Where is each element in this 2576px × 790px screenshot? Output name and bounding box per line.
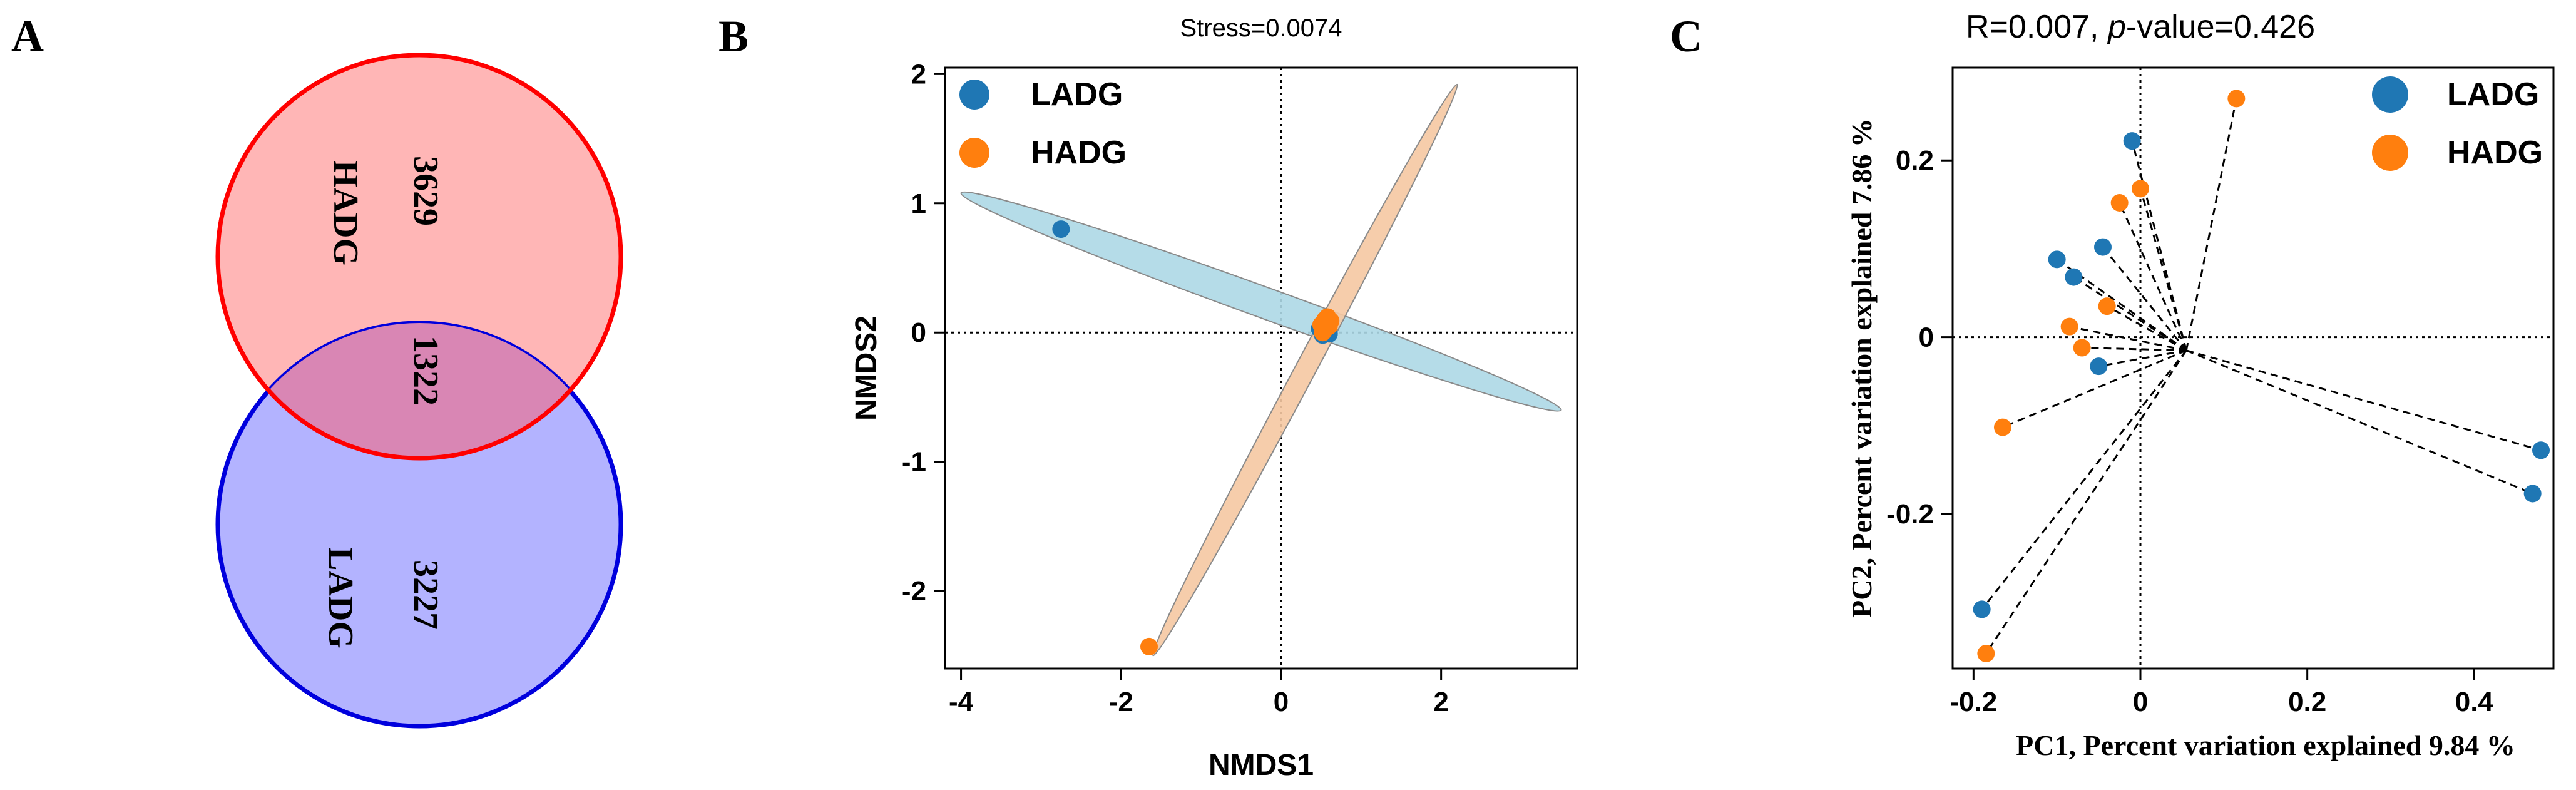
centroid-spoke xyxy=(2131,140,2187,351)
panel-letter-c: C xyxy=(1670,11,1702,61)
centroid-spoke xyxy=(2139,188,2187,351)
panel-letter-a: A xyxy=(11,11,44,61)
chart-b-reference-lines xyxy=(945,68,1577,669)
chart-c-y-axis-title: PC2, Percent variation explained 7.86 % xyxy=(1846,118,1878,618)
centroid-spoke xyxy=(2082,347,2187,352)
chart-b-legend: LADG HADG xyxy=(959,76,1127,171)
chart-b-points xyxy=(1052,220,1340,655)
point-ladg xyxy=(2523,485,2542,503)
chart-c-reference-lines xyxy=(1953,68,2553,669)
chart-c-title-italic: p xyxy=(2107,9,2126,45)
legend-c-hadg-marker xyxy=(2372,135,2408,171)
panel-b: B Stress=0.0074 LADG HADG -4 -2 0 2 2 1 0 -1 -2… xyxy=(718,11,1578,782)
x-tick-label: 2 xyxy=(1433,687,1448,717)
point-ladg xyxy=(2065,268,2083,286)
point-hadg xyxy=(2227,90,2246,108)
chart-b-frame xyxy=(944,66,1578,670)
point-hadg xyxy=(2060,317,2078,336)
x-tick-label: 0 xyxy=(2133,687,2148,717)
y-tick-label: -1 xyxy=(902,447,926,478)
legend-c-ladg-label: LADG xyxy=(2447,76,2539,113)
y-tick-label: 0 xyxy=(911,317,926,348)
chart-c-y-ticks: 0.2 0 -0.2 xyxy=(1886,145,1953,530)
centroid-spoke xyxy=(2106,305,2187,352)
chart-b-ellipses xyxy=(960,83,1562,657)
point-hadg xyxy=(1994,418,2011,436)
chart-c-title-prefix: R=0.007, xyxy=(1966,9,2108,45)
chart-c-title: R=0.007, p-value=0.426 xyxy=(1966,9,2315,45)
chart-c-title-suffix: -value=0.426 xyxy=(2126,9,2315,45)
centroid-spoke xyxy=(2185,349,2542,451)
chart-b-x-ticks: -4 -2 0 2 xyxy=(949,669,1449,717)
chart-b-title: Stress=0.0074 xyxy=(1180,14,1342,42)
point-ladg xyxy=(2094,238,2112,256)
venn-count-ladg-unique: 3227 xyxy=(406,560,445,630)
centroid-spoke xyxy=(2069,326,2187,352)
point-hadg xyxy=(1977,645,1995,662)
y-tick-label: 1 xyxy=(911,188,926,219)
point-hadg xyxy=(1140,637,1158,655)
chart-c-legend: LADG HADG xyxy=(2372,76,2543,171)
chart-c-centroid-spokes xyxy=(1981,98,2542,654)
panel-c: C R=0.007, p-value=0.426 LADG HADG -0.2 0… xyxy=(1670,9,2555,761)
chart-c-plot-area: LADG HADG xyxy=(1951,66,2555,670)
x-tick-label: -0.2 xyxy=(1950,687,1997,717)
panel-letter-b: B xyxy=(718,11,749,61)
point-hadg xyxy=(1322,312,1340,330)
point-ladg xyxy=(2090,357,2108,376)
legend-c-ladg-marker xyxy=(2372,76,2408,113)
chart-b-plot-area: LADG HADG xyxy=(944,66,1578,670)
y-tick-label: 0.2 xyxy=(1896,145,1934,176)
venn-label-ladg: LADG xyxy=(321,547,360,649)
chart-b-y-axis-title: NMDS2 xyxy=(850,315,883,421)
legend-b-hadg-label: HADG xyxy=(1031,135,1127,171)
chart-c-x-ticks: -0.2 0 0.2 0.4 xyxy=(1950,669,2493,717)
y-tick-label: 2 xyxy=(911,59,926,90)
legend-b-hadg-marker xyxy=(959,138,989,168)
chart-c-x-axis-title: PC1, Percent variation explained 9.84 % xyxy=(2016,729,2515,761)
chart-c-frame xyxy=(1951,66,2555,670)
legend-b-ladg-marker xyxy=(959,80,989,110)
y-tick-label: -2 xyxy=(902,576,926,607)
centroid-spoke xyxy=(2073,276,2187,352)
ellipse-hadg xyxy=(1152,83,1458,657)
centroid-spoke xyxy=(2185,349,2533,495)
x-tick-label: -2 xyxy=(1109,687,1133,717)
point-hadg xyxy=(2132,180,2149,198)
x-tick-label: 0 xyxy=(1274,687,1289,717)
point-ladg xyxy=(2123,132,2141,150)
chart-b-y-ticks: 2 1 0 -1 -2 xyxy=(902,59,945,607)
legend-b-ladg-label: LADG xyxy=(1031,76,1123,113)
chart-b-x-axis-title: NMDS1 xyxy=(1209,749,1314,782)
venn-overlap xyxy=(218,323,621,458)
legend-c-hadg-label: HADG xyxy=(2447,135,2543,171)
point-ladg xyxy=(1052,220,1070,239)
panel-a: A HADG 3629 1322 LADG 3227 xyxy=(11,11,623,729)
point-ladg xyxy=(1973,600,1991,618)
venn-circle-hadg-edge xyxy=(215,53,623,461)
point-ladg xyxy=(2048,250,2066,269)
y-tick-label: -0.2 xyxy=(1886,499,1934,530)
point-ladg xyxy=(2532,441,2550,459)
point-hadg xyxy=(2073,339,2091,357)
point-hadg xyxy=(2110,194,2129,212)
centroid-spoke xyxy=(2102,246,2187,351)
point-hadg xyxy=(2098,297,2116,315)
centroid-spoke xyxy=(2098,349,2187,367)
x-tick-label: 0.4 xyxy=(2455,687,2494,717)
centroid-spoke xyxy=(2185,98,2237,351)
centroid-spoke xyxy=(2002,349,2187,428)
y-tick-label: 0 xyxy=(1919,322,1934,353)
venn-label-hadg: HADG xyxy=(326,160,365,265)
venn-count-hadg-unique: 3629 xyxy=(406,156,445,226)
x-tick-label: 0.2 xyxy=(2288,687,2326,717)
venn-count-intersection: 1322 xyxy=(406,336,445,406)
x-tick-label: -4 xyxy=(949,687,974,717)
centroid-spoke xyxy=(1985,349,2187,654)
centroid-spoke xyxy=(1981,349,2187,610)
centroid-spoke xyxy=(2119,202,2187,351)
chart-c-points xyxy=(1973,90,2550,662)
ellipse-ladg xyxy=(960,191,1562,412)
